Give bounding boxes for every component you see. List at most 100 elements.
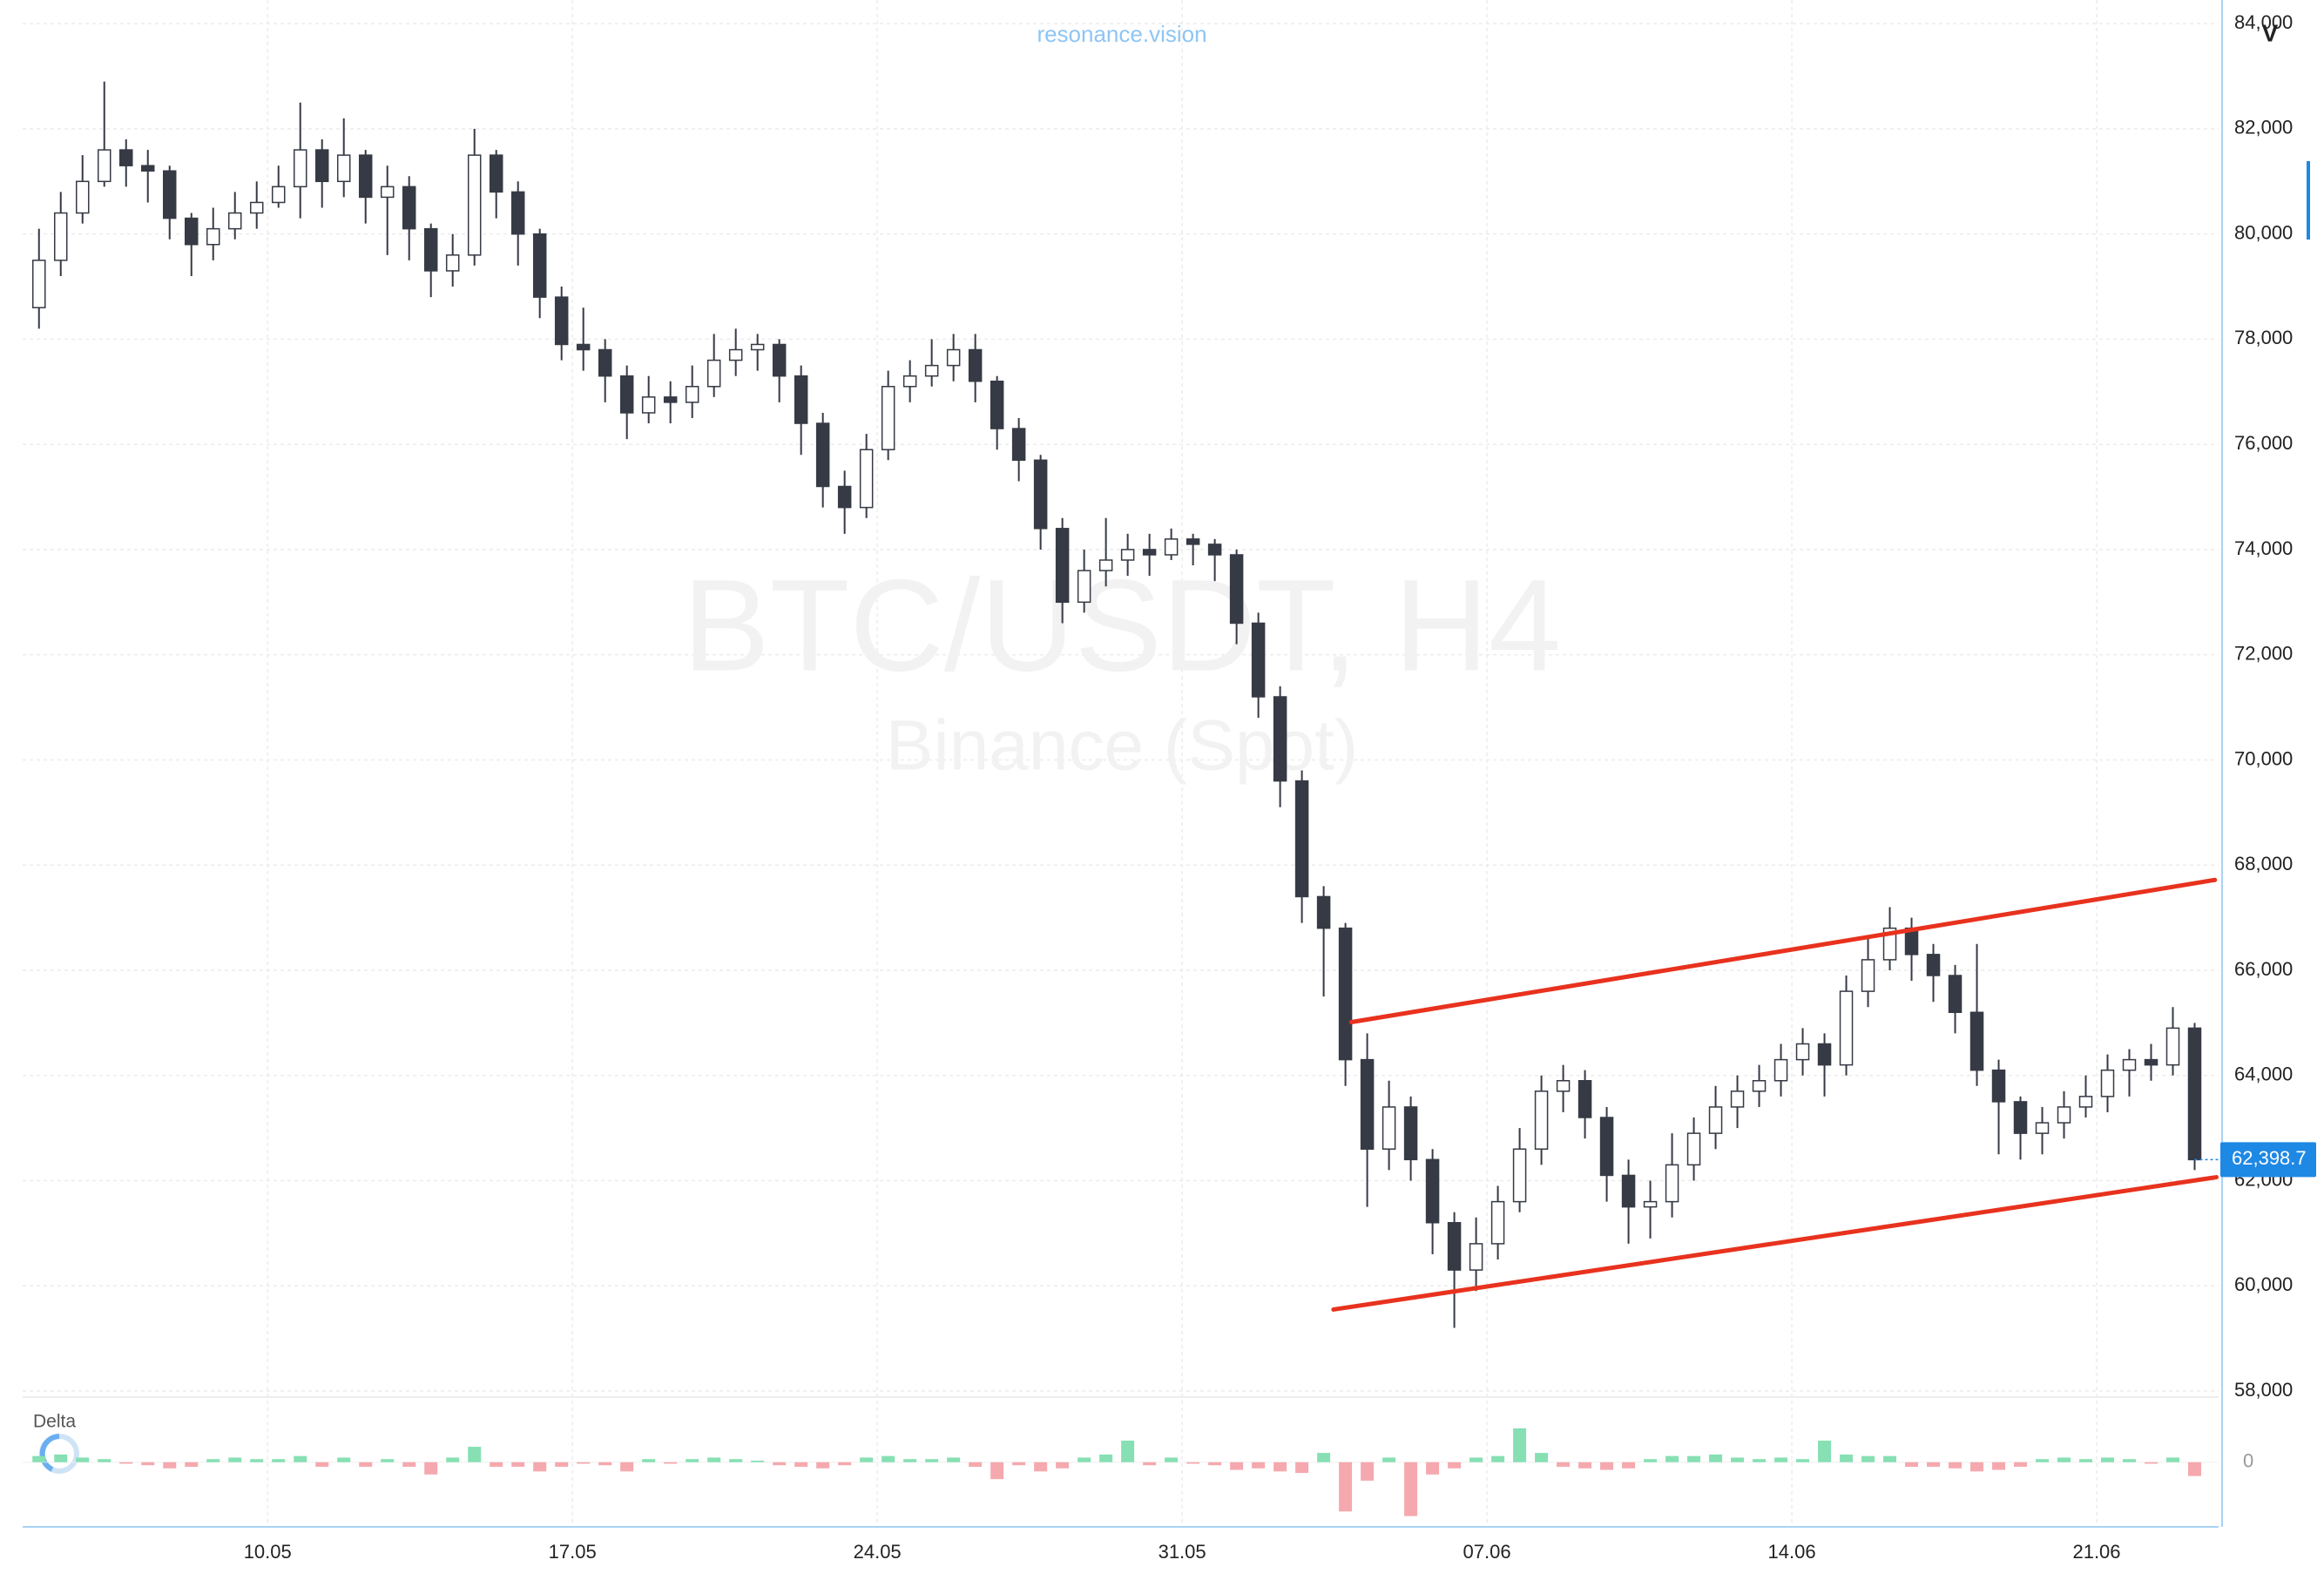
delta-bar	[1448, 1462, 1462, 1469]
candle-body	[467, 154, 482, 256]
delta-bar	[76, 1457, 90, 1462]
candle-body	[881, 386, 895, 450]
candle-body	[314, 149, 329, 183]
candle-body	[641, 396, 656, 414]
trend-line	[1331, 1175, 2219, 1312]
y-tick-label: 58,000	[2234, 1379, 2293, 1401]
y-tick-label: 84,000	[2234, 11, 2293, 33]
candle-body	[489, 154, 503, 193]
delta-bar	[1099, 1454, 1113, 1462]
x-tick-label: 14.06	[1768, 1541, 1816, 1563]
delta-bar	[860, 1457, 874, 1462]
candle-body	[1425, 1158, 1440, 1224]
delta-bar	[98, 1459, 111, 1462]
delta-bar	[1012, 1462, 1026, 1466]
delta-bar	[1382, 1457, 1396, 1462]
last-price-badge	[2220, 1142, 2316, 1178]
delta-bar	[925, 1459, 939, 1462]
delta-bar	[163, 1462, 177, 1469]
candle-body	[1556, 1080, 1571, 1092]
scale-button[interactable]: V	[2262, 19, 2279, 46]
candle-body	[1599, 1117, 1614, 1177]
delta-bar	[751, 1460, 765, 1462]
delta-bar	[402, 1462, 416, 1468]
indicator-icon-arc	[39, 1434, 60, 1472]
candle-body	[249, 201, 264, 214]
candle-body	[1294, 780, 1309, 898]
candle-body	[1382, 1106, 1396, 1150]
candle-body	[1229, 554, 1244, 625]
y-tick-label: 72,000	[2234, 643, 2293, 665]
delta-bar	[620, 1462, 634, 1472]
candle-body	[1186, 538, 1200, 545]
delta-bar	[1992, 1462, 2006, 1470]
y-tick-label: 82,000	[2234, 117, 2293, 138]
delta-bar	[1535, 1453, 1549, 1462]
candle-body	[946, 348, 961, 367]
delta-bar	[381, 1459, 395, 1462]
delta-bar	[1622, 1462, 1636, 1469]
delta-bar	[1034, 1462, 1048, 1472]
y-tick-label: 74,000	[2234, 537, 2293, 559]
candle-body	[1665, 1164, 1679, 1203]
candle-body	[1316, 895, 1331, 929]
watermark-subtitle: Binance (Spot)	[886, 706, 1358, 786]
delta-bar	[1796, 1459, 1810, 1462]
delta-bar	[1469, 1457, 1483, 1462]
candle-body	[619, 375, 634, 414]
candle-body	[2013, 1101, 2028, 1134]
candle-body	[815, 422, 830, 488]
delta-bar	[990, 1462, 1004, 1480]
candle-body	[1207, 544, 1222, 556]
candle-body	[423, 227, 438, 272]
delta-bar	[598, 1462, 612, 1466]
delta-bar	[816, 1462, 830, 1469]
delta-bar	[1513, 1428, 1527, 1462]
site-link[interactable]: resonance.vision	[1037, 21, 1206, 47]
candle-body	[2057, 1106, 2071, 1124]
trend-line	[1348, 877, 2218, 1024]
delta-bar	[1339, 1462, 1353, 1512]
delta-bar	[1273, 1462, 1287, 1472]
delta-bar	[1557, 1462, 1571, 1468]
delta-bar	[1186, 1462, 1200, 1464]
candle-body	[859, 449, 874, 509]
delta-bar	[882, 1455, 895, 1462]
delta-bar	[490, 1462, 503, 1468]
delta-bar	[1687, 1455, 1701, 1462]
delta-bar	[555, 1462, 569, 1468]
candle-body	[2187, 1027, 2202, 1161]
candle-body	[358, 154, 373, 199]
y-tick-label: 68,000	[2234, 853, 2293, 874]
delta-bar	[1361, 1462, 1375, 1481]
marks: 58,00060,00062,00064,00066,00068,00070,0…	[23, 11, 2316, 1563]
candle-body	[1055, 528, 1070, 604]
delta-label: Delta	[33, 1412, 76, 1432]
candle-body	[1926, 954, 1941, 976]
delta-bar	[1404, 1462, 1418, 1516]
candle-body	[140, 165, 155, 172]
candle-body	[1011, 428, 1026, 462]
candle-body	[336, 154, 351, 183]
candle-body	[706, 359, 721, 388]
delta-bar	[947, 1457, 961, 1462]
x-tick-label: 31.05	[1159, 1541, 1206, 1563]
candle-body	[227, 212, 242, 230]
delta-bar	[119, 1462, 133, 1464]
delta-bar	[533, 1462, 547, 1472]
candle-body	[794, 375, 808, 424]
delta-bar	[1731, 1457, 1745, 1462]
delta-bar	[1230, 1462, 1244, 1470]
delta-bar	[228, 1457, 242, 1462]
candle-body	[1686, 1132, 1701, 1166]
delta-bar	[773, 1462, 787, 1466]
y-tick-label: 66,000	[2234, 958, 2293, 980]
candle-body	[510, 191, 525, 235]
candle-body	[1512, 1148, 1527, 1203]
delta-bar	[1861, 1455, 1875, 1462]
delta-bar	[337, 1457, 351, 1462]
candle-body	[1077, 570, 1091, 604]
